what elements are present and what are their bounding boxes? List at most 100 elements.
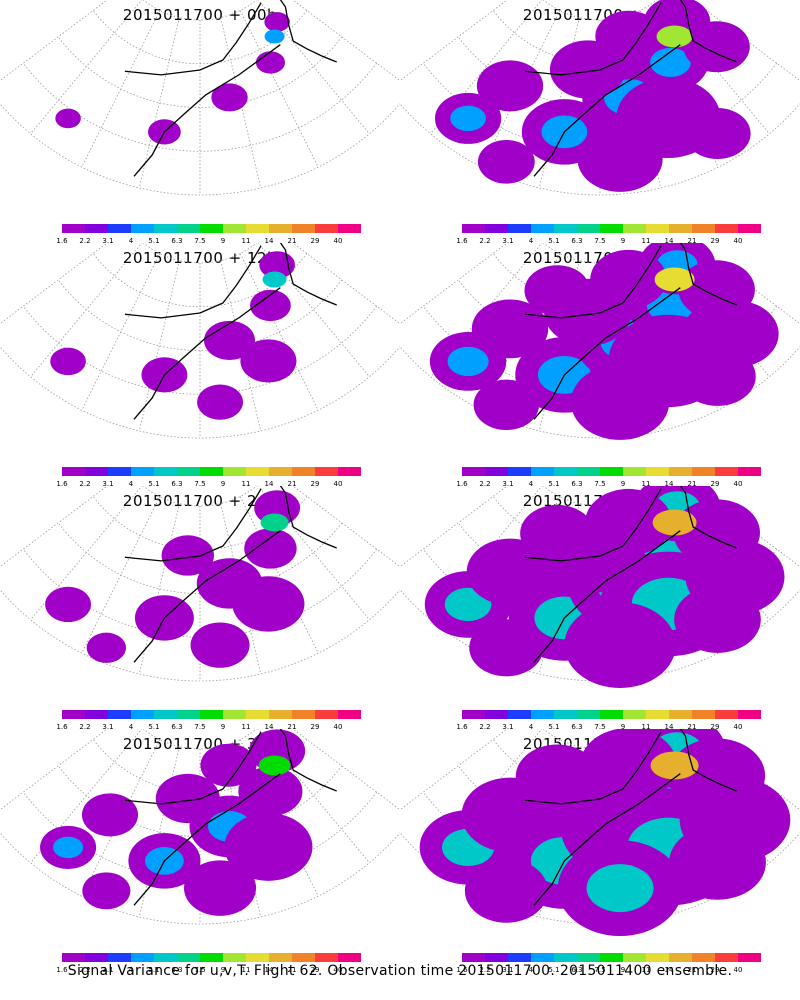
colorbar-label: 11 — [241, 480, 251, 488]
colorbar-swatch — [85, 710, 108, 719]
colorbar-swatch — [623, 953, 646, 962]
colorbar-label: 11 — [641, 723, 651, 731]
meridian-line — [138, 746, 180, 918]
colorbar-label: 1.6 — [56, 237, 68, 245]
latitude-circle — [542, 0, 658, 21]
forecast-panel: 2015011700 + 60h 1.6 2.2 3.1 4 5.1 6.3 7.5 9 11 14… — [400, 243, 800, 488]
colorbar-swatch — [177, 710, 200, 719]
colorbar-swatch — [715, 953, 738, 962]
latitude-circle — [22, 305, 378, 395]
colorbar-swatch — [738, 953, 761, 962]
coastline — [124, 488, 262, 562]
variance-region — [161, 535, 215, 576]
meridian-line — [292, 243, 400, 325]
colorbar-swatch — [246, 710, 269, 719]
colorbar-label: 5.1 — [548, 723, 560, 731]
coastline — [133, 773, 281, 906]
colorbar-label: 21 — [687, 237, 697, 245]
colorbar-swatch — [246, 953, 269, 962]
colorbar-swatch — [108, 224, 131, 233]
variance-core — [52, 836, 84, 859]
colorbar-swatch — [108, 467, 131, 476]
coastline — [533, 530, 681, 663]
colorbar-labels: 1.6 2.2 3.1 4 5.1 6.3 7.5 9 11 14 21 29 40 — [452, 237, 772, 247]
variance-region — [466, 538, 554, 606]
variance-region — [197, 384, 243, 420]
colorbar-label: 21 — [687, 723, 697, 731]
coastline — [679, 243, 737, 306]
latitude-circle — [57, 279, 343, 351]
colorbar-swatch — [554, 467, 577, 476]
colorbar-label: 1.6 — [56, 480, 68, 488]
variance-region — [240, 339, 297, 383]
latitude-circle — [142, 0, 258, 21]
colorbar-label: 3.1 — [502, 480, 514, 488]
meridian-line — [400, 0, 508, 82]
latitude-circle — [400, 346, 800, 439]
colorbar-label: 40 — [333, 723, 343, 731]
colorbar-swatch — [669, 467, 692, 476]
colorbar-label: 6.3 — [171, 723, 183, 731]
meridian-line — [292, 729, 400, 811]
meridian-line — [0, 0, 108, 82]
latitude-circle — [22, 791, 378, 881]
colorbar-swatch — [200, 953, 223, 962]
colorbar-label: 3.1 — [102, 480, 114, 488]
colorbar-label: 9 — [620, 237, 626, 245]
colorbar-swatch — [738, 710, 761, 719]
colorbar-swatch — [623, 224, 646, 233]
colorbar-swatch — [108, 710, 131, 719]
colorbar-label: 5.1 — [148, 480, 160, 488]
colorbar-swatch — [531, 224, 554, 233]
variance-region — [190, 622, 250, 668]
colorbar-label: 9 — [620, 966, 626, 974]
latitude-circle — [0, 589, 400, 682]
latitude-circle — [0, 832, 400, 925]
meridian-line — [81, 253, 161, 411]
colorbar-swatch — [223, 953, 246, 962]
colorbar-labels: 1.6 2.2 3.1 4 5.1 6.3 7.5 9 11 14 21 29 40 — [52, 237, 372, 247]
colorbar-label: 4 — [528, 966, 534, 974]
colorbar-swatch — [154, 710, 177, 719]
colorbar — [62, 953, 361, 962]
colorbar-label: 2.2 — [479, 966, 491, 974]
colorbar-swatch — [715, 224, 738, 233]
colorbar-swatch — [292, 710, 315, 719]
colorbar-swatch — [531, 953, 554, 962]
colorbar-swatch — [692, 953, 715, 962]
colorbar-swatch — [508, 224, 531, 233]
colorbar-swatch — [715, 710, 738, 719]
colorbar-swatch — [62, 710, 85, 719]
colorbar-swatch — [669, 953, 692, 962]
variance-region — [577, 126, 663, 192]
colorbar-swatch — [623, 467, 646, 476]
colorbar-label: 14 — [664, 966, 674, 974]
variance-maximum — [262, 271, 287, 288]
colorbar-swatch — [200, 467, 223, 476]
colorbar-swatch — [485, 467, 508, 476]
colorbar-swatch — [577, 953, 600, 962]
variance-region — [184, 860, 257, 916]
coastline — [279, 243, 337, 306]
colorbar-swatch — [646, 953, 669, 962]
variance-region — [570, 364, 670, 440]
colorbar-label: 9 — [220, 966, 226, 974]
variance-region — [564, 602, 676, 688]
colorbar-label: 2.2 — [79, 723, 91, 731]
variance-region — [81, 793, 139, 837]
polar-map — [0, 0, 400, 196]
latitude-circle — [92, 253, 308, 308]
colorbar-label: 4 — [128, 237, 134, 245]
colorbar-swatch — [62, 953, 85, 962]
variance-region — [250, 289, 291, 322]
variance-core — [586, 864, 654, 913]
colorbar-label: 9 — [220, 237, 226, 245]
coastline — [133, 44, 281, 177]
colorbar-label: 4 — [128, 723, 134, 731]
colorbar-swatch — [600, 710, 623, 719]
colorbar-swatch — [131, 710, 154, 719]
variance-maximum — [258, 755, 291, 776]
variance-region — [244, 528, 297, 569]
meridian-line — [400, 243, 508, 325]
latitude-circle — [142, 729, 258, 750]
